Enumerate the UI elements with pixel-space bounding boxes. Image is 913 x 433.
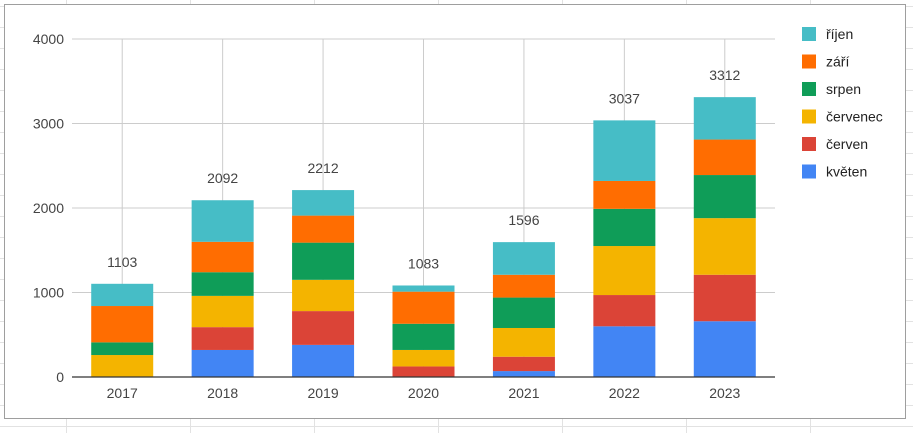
legend-label: říjen: [826, 26, 853, 42]
bar-segment[interactable]: [492, 297, 555, 328]
bar-total-label: 1596: [508, 212, 539, 228]
total-labels: 1103 2092 2212 1083 1596 3037 3312: [107, 67, 740, 271]
bar-total-label: 3312: [709, 67, 740, 83]
legend[interactable]: říjen září srpen červenec červen květen: [802, 26, 883, 180]
legend-swatch: [802, 82, 816, 96]
bar-segment[interactable]: [593, 295, 656, 327]
bar-segment[interactable]: [191, 349, 254, 377]
y-axis-ticks: 0 1000 2000 3000 4000: [33, 31, 64, 385]
x-tick-label: 2022: [609, 385, 640, 401]
legend-label: květen: [826, 164, 867, 180]
bar-segment[interactable]: [292, 190, 355, 216]
legend-label: červen: [826, 136, 868, 152]
legend-swatch: [802, 109, 816, 124]
bar-segment[interactable]: [693, 321, 756, 377]
bar-segment[interactable]: [492, 327, 555, 357]
y-tick-label: 1000: [33, 285, 64, 301]
x-axis-ticks: 2017 2018 2019 2020 2021 2022 2023: [107, 385, 741, 401]
bar-segment[interactable]: [593, 246, 656, 296]
bar-segment[interactable]: [191, 241, 254, 273]
chart-container[interactable]: 0 1000 2000 3000 4000 2017 2018 2019 2020 2021 20…: [4, 4, 906, 419]
bar-segment[interactable]: [91, 342, 154, 356]
bar-segment[interactable]: [492, 356, 555, 372]
bar-segment[interactable]: [392, 323, 455, 350]
bar-segment[interactable]: [392, 291, 455, 324]
bar-segment[interactable]: [492, 371, 555, 377]
bar-segment[interactable]: [91, 355, 154, 377]
x-tick-label: 2019: [307, 385, 338, 401]
bar-segment[interactable]: [693, 97, 756, 140]
bar-segment[interactable]: [693, 175, 756, 219]
bar-segment[interactable]: [693, 218, 756, 275]
bar-segment[interactable]: [292, 215, 355, 243]
x-tick-label: 2017: [107, 385, 138, 401]
bar-segment[interactable]: [593, 180, 656, 209]
bar-segment[interactable]: [292, 279, 355, 312]
legend-item[interactable]: červenec: [802, 109, 883, 125]
y-tick-label: 4000: [33, 31, 64, 47]
bar-segment[interactable]: [292, 344, 355, 377]
legend-item[interactable]: červen: [802, 136, 868, 152]
legend-swatch: [802, 27, 816, 41]
legend-item[interactable]: květen: [802, 164, 867, 180]
legend-swatch: [802, 54, 816, 69]
x-tick-label: 2018: [207, 385, 238, 401]
bar-segment[interactable]: [693, 139, 756, 176]
bar-segment[interactable]: [492, 274, 555, 298]
bar-segment[interactable]: [392, 349, 455, 367]
bar-segment[interactable]: [191, 295, 254, 328]
bar-segment[interactable]: [91, 283, 154, 307]
bar-segment[interactable]: [191, 327, 254, 350]
legend-item[interactable]: září: [802, 54, 849, 70]
legend-label: srpen: [826, 81, 861, 97]
bar-segment[interactable]: [693, 274, 756, 322]
bar-total-label: 1103: [107, 254, 137, 270]
bars: [91, 97, 756, 377]
bar-segment[interactable]: [191, 272, 254, 296]
legend-swatch: [802, 164, 816, 179]
bar-segment[interactable]: [492, 242, 555, 275]
bar-segment[interactable]: [593, 120, 656, 181]
legend-swatch: [802, 137, 816, 151]
bar-total-label: 3037: [609, 90, 640, 106]
y-tick-label: 0: [56, 369, 64, 385]
bar-segment[interactable]: [292, 242, 355, 280]
bar-total-label: 1083: [408, 255, 439, 271]
bar-segment[interactable]: [191, 200, 254, 242]
bar-segment[interactable]: [91, 306, 154, 343]
legend-item[interactable]: srpen: [802, 81, 861, 97]
legend-item[interactable]: říjen: [802, 26, 853, 42]
x-tick-label: 2021: [508, 385, 539, 401]
legend-label: červenec: [826, 109, 883, 125]
y-tick-label: 2000: [33, 200, 64, 216]
y-tick-label: 3000: [33, 116, 64, 132]
x-tick-label: 2020: [408, 385, 439, 401]
bar-segment[interactable]: [593, 326, 656, 377]
bar-segment[interactable]: [593, 208, 656, 247]
legend-label: září: [826, 54, 849, 70]
bar-segment[interactable]: [292, 311, 355, 345]
bar-total-label: 2212: [307, 160, 338, 176]
bar-segment[interactable]: [392, 285, 455, 292]
bar-total-label: 2092: [207, 170, 238, 186]
bar-segment[interactable]: [392, 366, 455, 377]
x-tick-label: 2023: [709, 385, 740, 401]
